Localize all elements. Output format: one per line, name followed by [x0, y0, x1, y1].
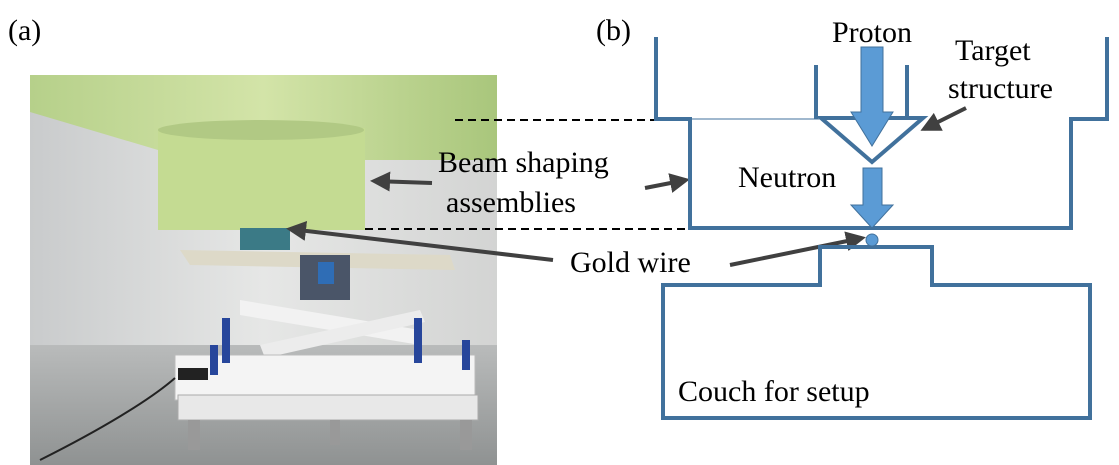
- photo: [30, 75, 497, 465]
- panel-label: (b): [596, 14, 631, 47]
- arrow: [374, 181, 432, 183]
- label-line: structure: [948, 72, 1053, 105]
- couch-label: Couch for setup: [678, 375, 870, 408]
- panel-label: (a): [8, 14, 41, 47]
- arrow: [645, 180, 686, 188]
- neutron-arrow: [851, 168, 893, 228]
- label-line: assemblies: [446, 186, 576, 219]
- label-line: Beam shaping: [438, 146, 609, 179]
- proton-label: Proton: [832, 16, 912, 49]
- arrow: [924, 108, 966, 129]
- figure: (a) (b) Beam shaping assemblies Gold wir…: [0, 0, 1119, 465]
- gold-wire-dot: [866, 234, 878, 246]
- arrow: [730, 238, 862, 265]
- gold-wire-label: Gold wire: [570, 246, 691, 279]
- label-line: Target: [955, 34, 1031, 67]
- target-label: Target structure: [948, 34, 1053, 105]
- neutron-label: Neutron: [738, 161, 836, 194]
